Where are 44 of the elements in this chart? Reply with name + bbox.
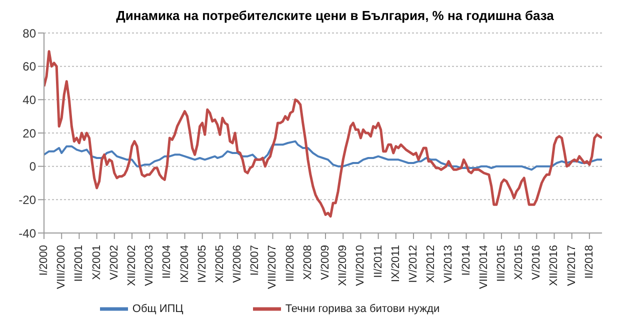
x-tick-label: VI/2013 (442, 245, 455, 283)
x-tick-label: V/2016 (530, 245, 543, 280)
x-tick-label: IX/2004 (178, 245, 191, 283)
line-series (44, 140, 602, 171)
x-tick-label: XII/2009 (337, 245, 350, 286)
y-tick-label: 0 (29, 160, 36, 174)
y-tick-label: 40 (22, 92, 36, 107)
x-tick-label: VII/2017 (566, 245, 578, 286)
y-tick-label: -40 (18, 226, 36, 240)
x-tick-label: IX/2011 (390, 245, 402, 282)
x-tick-label: VII/2010 (354, 245, 367, 286)
x-tick-label: I/2000 (38, 245, 50, 276)
chart-title: Динамика на потребителските цени в България, % на годишна база (115, 8, 555, 23)
x-tick-label: II/2011 (372, 245, 384, 278)
x-tick-label: XI/2012 (425, 245, 438, 283)
x-tick-label: V/2002 (108, 245, 120, 280)
x-tick-label: XII/2002 (126, 245, 138, 286)
x-tick-label: VI/2006 (232, 245, 244, 283)
y-tick-label: -20 (18, 192, 36, 207)
y-tick-label: 20 (22, 126, 36, 140)
legend-label: Общ ИПЦ (132, 302, 184, 315)
x-tick-label: IV/2012 (407, 245, 420, 283)
x-tick-label: III/2001 (73, 245, 86, 282)
x-tick-label: VIII/2000 (56, 245, 68, 290)
y-tick-label: 80 (22, 26, 36, 40)
x-tick-label: I/2014 (460, 245, 472, 276)
x-tick-label: V/2009 (320, 245, 332, 280)
x-tick-label: VIII/2007 (266, 245, 279, 290)
x-tick-label: X/2001 (90, 245, 103, 280)
line-series (44, 50, 602, 218)
x-tick-label: III/2008 (284, 245, 296, 282)
x-tick-label: X/2015 (513, 245, 526, 280)
x-tick-label: II/2018 (583, 245, 596, 279)
x-tick-label: VII/2003 (144, 245, 156, 286)
x-tick-label: IV/2005 (196, 245, 208, 283)
x-tick-label: VIII/2014 (478, 245, 490, 290)
x-tick-label: III/2015 (495, 245, 508, 282)
y-tick-label: 60 (22, 60, 36, 74)
x-tick-label: I/2007 (249, 245, 262, 276)
x-tick-label: XI/2005 (214, 245, 226, 283)
x-tick-label: II/2004 (161, 245, 174, 279)
x-tick-label: XII/2016 (548, 245, 560, 286)
legend-label: Течни горива за битови нужди (285, 302, 440, 315)
x-tick-label: X/2008 (302, 245, 314, 280)
